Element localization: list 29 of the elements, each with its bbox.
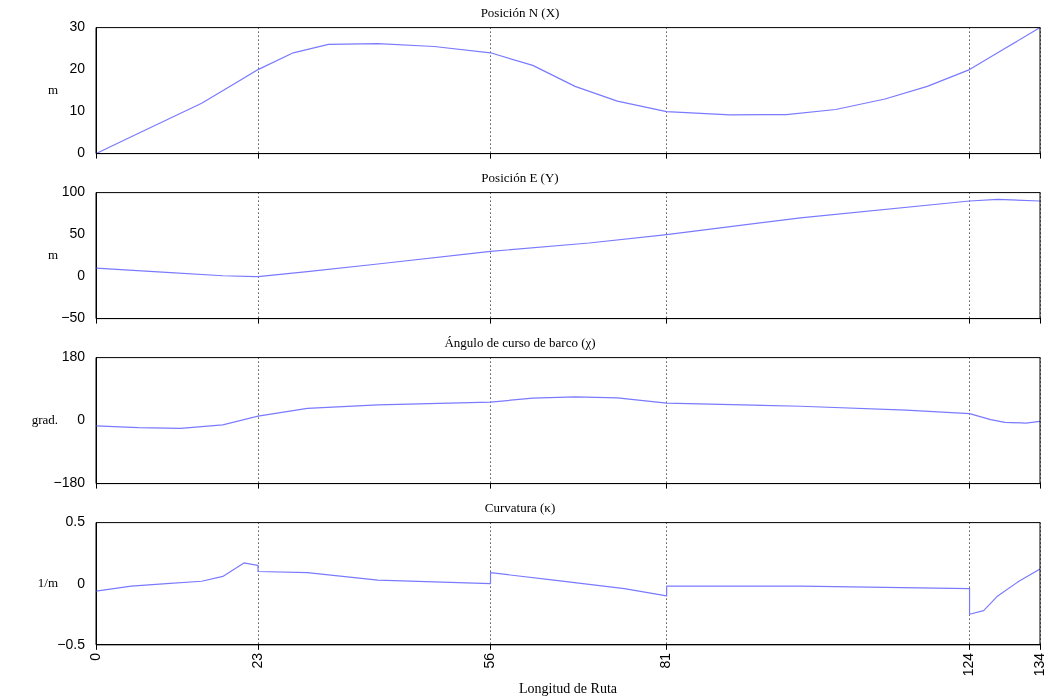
x-tick-label: 56: [481, 652, 498, 669]
y-tick-label: 20: [69, 60, 86, 77]
y-tick-label: 0: [77, 267, 86, 284]
chart-title: Posición E (Y): [481, 170, 559, 186]
y-tick-label: 10: [69, 102, 86, 119]
chart-title: Posición N (X): [480, 5, 560, 21]
y-tick-label: 0: [77, 574, 86, 591]
x-tick-label: 134: [1030, 652, 1047, 677]
y-tick-label: 30: [69, 18, 86, 35]
y-tick-label: −0.5: [57, 635, 86, 652]
chart-title: Ángulo de curso de barco (χ): [444, 335, 596, 351]
x-tick-label: 124: [960, 652, 977, 677]
y-tick-label: 0: [77, 144, 86, 161]
y-tick-label: 0.5: [65, 513, 86, 530]
y-tick-label: 180: [61, 348, 86, 365]
x-tick-label: 81: [657, 652, 674, 669]
y-tick-label: 100: [61, 183, 86, 200]
y-axis-title: m: [47, 247, 58, 263]
y-axis-title: grad.: [31, 412, 58, 428]
x-tick-label: 23: [248, 652, 265, 669]
y-tick-label: 0: [77, 411, 86, 428]
y-tick-label: 50: [69, 225, 86, 242]
y-axis-title: m: [47, 82, 58, 98]
y-axis-title: 1/m: [37, 575, 58, 591]
y-tick-label: −180: [53, 474, 86, 491]
y-tick-label: −50: [61, 309, 86, 326]
chart-title: Curvatura (κ): [484, 500, 556, 516]
x-tick-label: 0: [86, 652, 103, 661]
x-axis-title: Longitud de Ruta: [519, 681, 618, 697]
